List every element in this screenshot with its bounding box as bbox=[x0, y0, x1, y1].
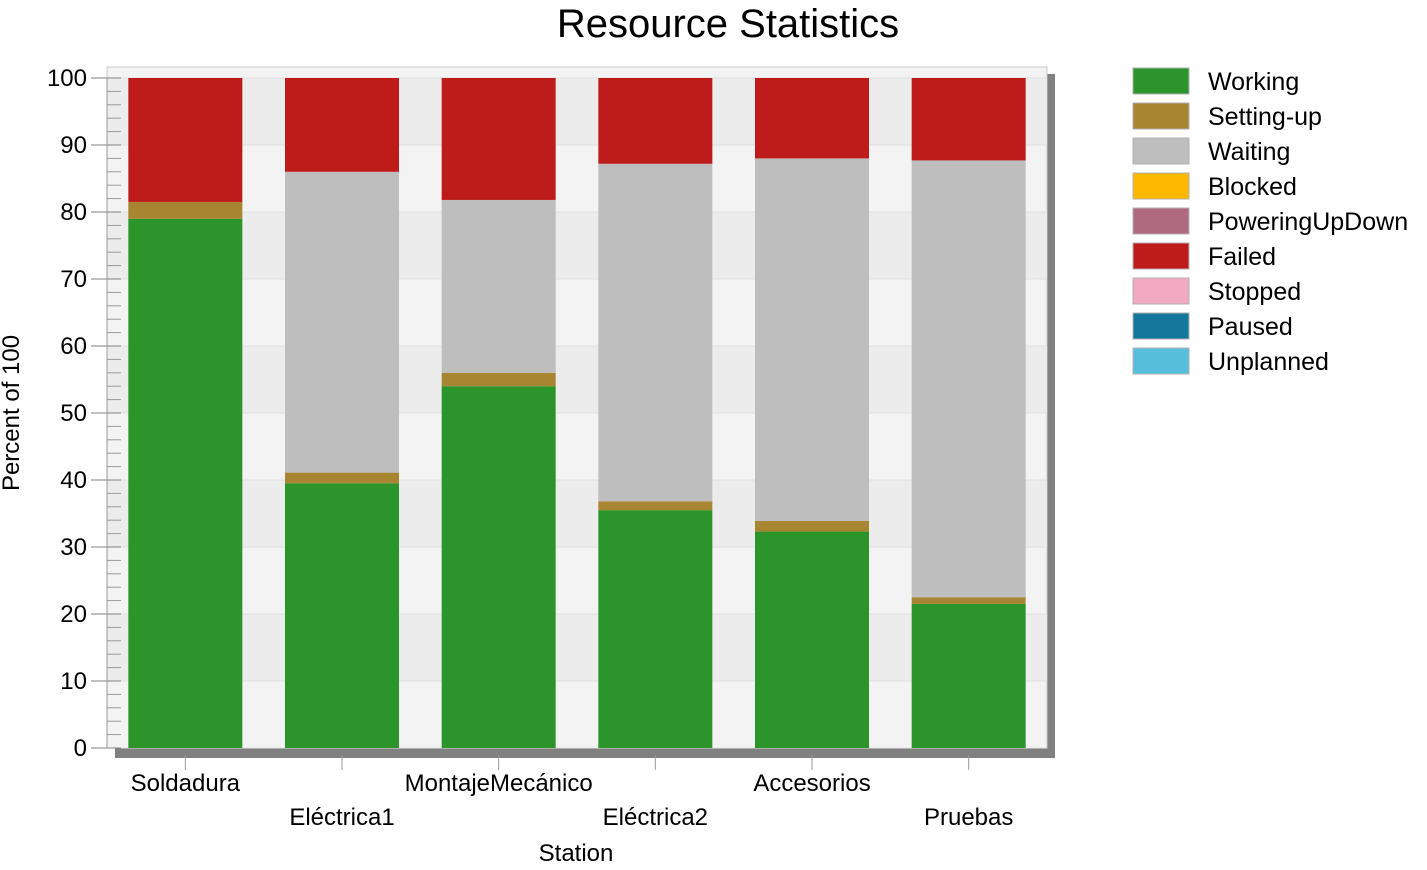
x-tick-label: Accesorios bbox=[753, 770, 870, 797]
bar-segment-working bbox=[441, 386, 556, 748]
gridlines bbox=[107, 77, 1047, 749]
grid-bands bbox=[107, 78, 1047, 681]
y-tick-label: 60 bbox=[60, 333, 87, 360]
legend-swatch bbox=[1132, 312, 1190, 340]
grid-band bbox=[107, 614, 1047, 681]
bar-segment-waiting bbox=[598, 163, 713, 502]
x-tick-label: Eléctrica1 bbox=[289, 804, 394, 831]
bar-segment-working bbox=[911, 603, 1026, 748]
legend-item: Paused bbox=[1132, 312, 1293, 341]
bar-segment-setting-up bbox=[128, 201, 243, 219]
y-tick-label: 20 bbox=[60, 601, 87, 628]
grid-band bbox=[107, 346, 1047, 413]
bar-stack bbox=[755, 78, 869, 748]
legend-label: Waiting bbox=[1208, 138, 1290, 166]
legend-swatch bbox=[1132, 242, 1190, 270]
bar-segment-failed bbox=[598, 78, 713, 164]
legend-item: Failed bbox=[1132, 242, 1276, 271]
legend-item: Stopped bbox=[1132, 277, 1301, 306]
legend-swatch bbox=[1132, 207, 1190, 235]
legend-swatch bbox=[1132, 277, 1190, 305]
legend-item: Unplanned bbox=[1132, 347, 1329, 376]
bar-stack bbox=[441, 78, 556, 748]
bar-segment-failed bbox=[441, 78, 556, 200]
x-axis-label: Station bbox=[539, 840, 614, 867]
legend-label: PoweringUpDown bbox=[1208, 208, 1408, 236]
legend-item: Setting-up bbox=[1132, 102, 1322, 131]
chart-title: Resource Statistics bbox=[557, 2, 899, 46]
y-tick-label: 70 bbox=[60, 266, 87, 293]
bar-segment-failed bbox=[911, 78, 1026, 161]
bar-segment-waiting bbox=[441, 199, 556, 373]
bar-segment-setting-up bbox=[598, 501, 713, 511]
bar-segment-setting-up bbox=[755, 520, 869, 532]
bar-segment-waiting bbox=[911, 160, 1026, 598]
legend-swatch bbox=[1132, 137, 1190, 165]
legend-swatch bbox=[1132, 67, 1190, 95]
bar-segment-working bbox=[285, 483, 399, 748]
x-axis: Soldadura Eléctrica1 MontajeMecánico Eléctr… bbox=[131, 755, 1013, 831]
y-tick-label: 50 bbox=[60, 400, 87, 427]
legend-label: Unplanned bbox=[1208, 348, 1329, 376]
bar-stack bbox=[598, 78, 713, 748]
bar-segment-failed bbox=[285, 78, 399, 172]
legend-item: Working bbox=[1132, 67, 1299, 96]
bar-segment-failed bbox=[755, 78, 869, 159]
legend-label: Failed bbox=[1208, 243, 1276, 271]
bar-segment-failed bbox=[128, 78, 243, 202]
y-tick-label: 0 bbox=[74, 735, 87, 762]
legend-swatch bbox=[1132, 347, 1190, 375]
bar-stacks bbox=[128, 78, 1026, 748]
legend-swatch bbox=[1132, 102, 1190, 130]
legend-item: Waiting bbox=[1132, 137, 1290, 166]
grid-band bbox=[107, 212, 1047, 279]
bar-segment-working bbox=[128, 218, 243, 748]
y-tick-label: 100 bbox=[47, 65, 87, 92]
y-tick-label: 80 bbox=[60, 199, 87, 226]
grid-band bbox=[107, 480, 1047, 547]
legend-label: Stopped bbox=[1208, 278, 1301, 306]
x-tick-label: Soldadura bbox=[131, 770, 241, 797]
y-tick-label: 40 bbox=[60, 467, 87, 494]
bar-segment-working bbox=[755, 531, 869, 748]
y-axis-label: Percent of 100 bbox=[0, 335, 25, 491]
legend: Working Setting-up Waiting Blocked PoweringU… bbox=[1132, 67, 1408, 376]
x-tick-label: Pruebas bbox=[924, 804, 1013, 831]
legend-label: Working bbox=[1208, 68, 1299, 96]
y-tick-label: 90 bbox=[60, 132, 87, 159]
y-tick-label: 10 bbox=[60, 668, 87, 695]
grid-band bbox=[107, 78, 1047, 145]
bar-segment-waiting bbox=[755, 158, 869, 521]
bar-segment-setting-up bbox=[441, 372, 556, 387]
legend-label: Blocked bbox=[1208, 173, 1297, 201]
legend-item: PoweringUpDown bbox=[1132, 207, 1408, 236]
legend-swatch bbox=[1132, 172, 1190, 200]
bar-stack bbox=[911, 78, 1026, 748]
x-tick-label: Eléctrica2 bbox=[603, 804, 708, 831]
x-tick-label: MontajeMecánico bbox=[405, 770, 593, 797]
bar-stack bbox=[285, 78, 399, 748]
bar-segment-setting-up bbox=[911, 597, 1026, 604]
bar-segment-waiting bbox=[285, 171, 399, 473]
y-axis: 0 10 20 30 40 50 60 70 80 90 100 bbox=[47, 65, 121, 762]
legend-label: Setting-up bbox=[1208, 103, 1322, 131]
bar-segment-setting-up bbox=[285, 472, 399, 484]
bar-stack bbox=[128, 78, 243, 748]
y-tick-label: 30 bbox=[60, 534, 87, 561]
bar-segment-working bbox=[598, 510, 713, 748]
legend-label: Paused bbox=[1208, 313, 1293, 341]
legend-item: Blocked bbox=[1132, 172, 1297, 201]
